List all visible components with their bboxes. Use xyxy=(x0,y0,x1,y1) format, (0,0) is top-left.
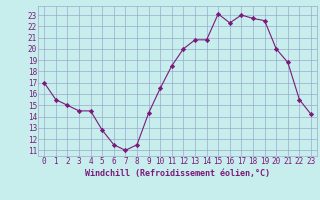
X-axis label: Windchill (Refroidissement éolien,°C): Windchill (Refroidissement éolien,°C) xyxy=(85,169,270,178)
